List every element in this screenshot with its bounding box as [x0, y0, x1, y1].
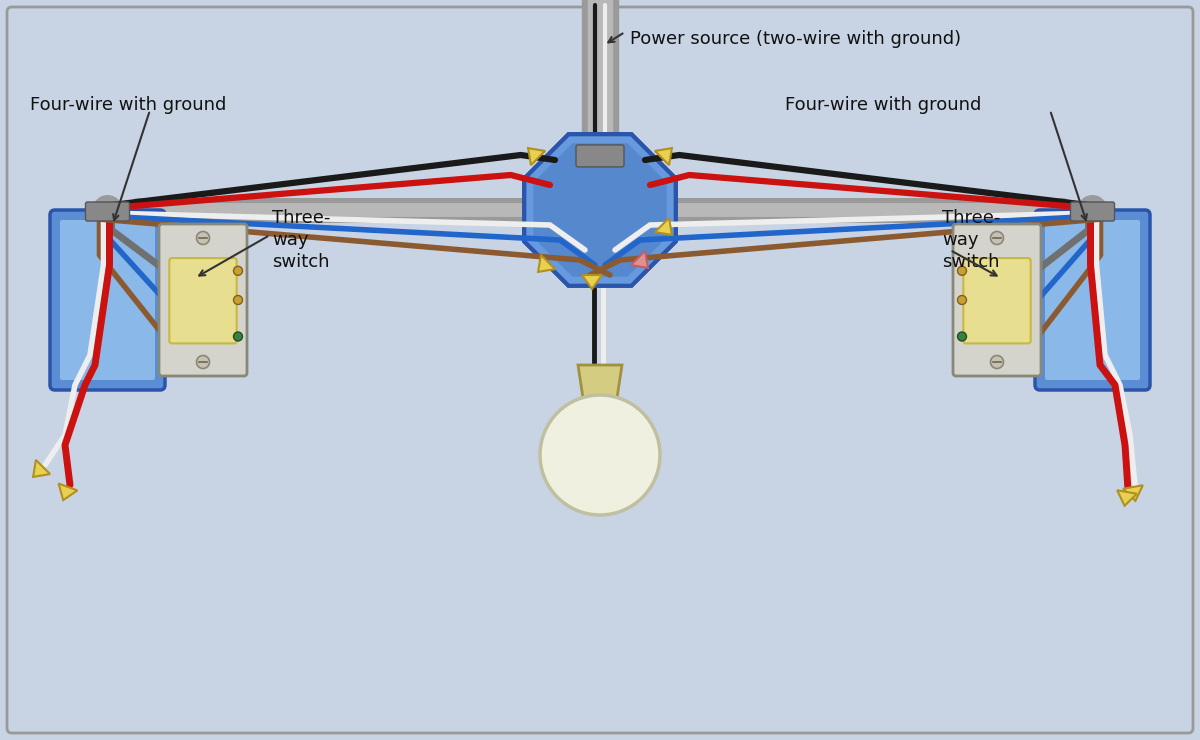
Circle shape — [92, 195, 122, 225]
Circle shape — [234, 295, 242, 304]
Circle shape — [1078, 195, 1108, 225]
Polygon shape — [533, 144, 667, 277]
Circle shape — [958, 295, 966, 304]
FancyBboxPatch shape — [7, 7, 1193, 733]
Text: Three-
way
switch: Three- way switch — [942, 209, 1001, 271]
Circle shape — [234, 266, 242, 275]
FancyBboxPatch shape — [1070, 202, 1115, 221]
Text: Three-
way
switch: Three- way switch — [272, 209, 330, 271]
Polygon shape — [524, 134, 676, 286]
FancyBboxPatch shape — [964, 258, 1031, 343]
Polygon shape — [1123, 485, 1142, 501]
Circle shape — [958, 266, 966, 275]
FancyBboxPatch shape — [1045, 220, 1140, 380]
Polygon shape — [1117, 491, 1136, 505]
Circle shape — [197, 355, 210, 369]
FancyBboxPatch shape — [953, 224, 1040, 376]
Polygon shape — [582, 398, 618, 420]
Circle shape — [1085, 202, 1100, 218]
Polygon shape — [533, 144, 667, 277]
Text: Four-wire with ground: Four-wire with ground — [30, 96, 227, 114]
FancyBboxPatch shape — [50, 210, 166, 390]
FancyBboxPatch shape — [85, 202, 130, 221]
Circle shape — [197, 232, 210, 244]
Polygon shape — [655, 218, 672, 235]
FancyBboxPatch shape — [160, 224, 247, 376]
Polygon shape — [578, 365, 622, 398]
Polygon shape — [582, 275, 602, 289]
Circle shape — [540, 395, 660, 515]
Text: Four-wire with ground: Four-wire with ground — [785, 96, 982, 114]
Circle shape — [958, 332, 966, 341]
Circle shape — [990, 232, 1003, 244]
Polygon shape — [524, 134, 676, 286]
Polygon shape — [59, 483, 77, 500]
Circle shape — [990, 355, 1003, 369]
FancyBboxPatch shape — [169, 258, 236, 343]
Text: Power source (two-wire with ground): Power source (two-wire with ground) — [630, 30, 961, 48]
FancyBboxPatch shape — [576, 145, 624, 167]
FancyBboxPatch shape — [60, 220, 155, 380]
Polygon shape — [528, 148, 545, 165]
Polygon shape — [631, 251, 648, 268]
FancyBboxPatch shape — [1034, 210, 1150, 390]
Circle shape — [234, 332, 242, 341]
Polygon shape — [538, 255, 556, 272]
Polygon shape — [34, 460, 50, 477]
Polygon shape — [655, 148, 672, 165]
Circle shape — [100, 202, 115, 218]
